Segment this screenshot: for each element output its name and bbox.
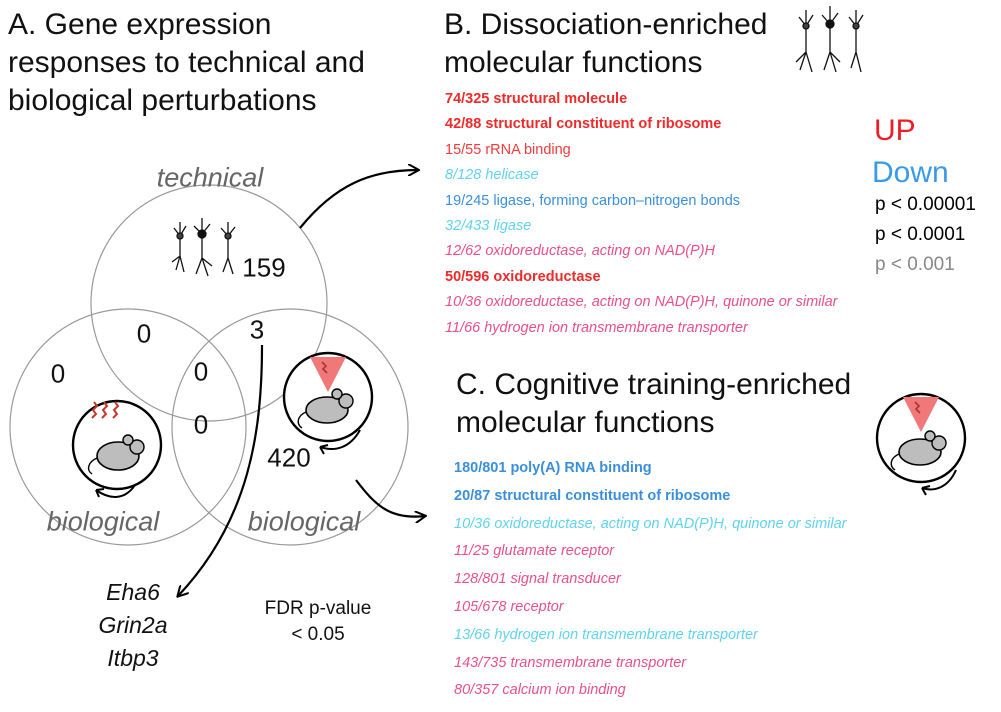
go-term: 143/735 transmembrane transporter bbox=[454, 654, 687, 671]
panel-a-title-line: responses to technical and bbox=[8, 46, 365, 79]
technical-circle bbox=[90, 184, 328, 422]
panel-c-title-line: molecular functions bbox=[456, 406, 715, 439]
go-term: 128/801 signal transducer bbox=[454, 571, 621, 588]
count-all-three: 0 bbox=[193, 356, 209, 387]
biological-right-circle bbox=[171, 308, 409, 546]
legend-up: UP bbox=[874, 114, 916, 147]
biological-left-label: biological bbox=[46, 506, 160, 537]
mouse-cone-icon-panel-c bbox=[875, 392, 967, 496]
gene-list: Eha6 Grin2a Itbp3 bbox=[78, 576, 188, 675]
panel-a-title: A. Gene expression responses to technica… bbox=[8, 6, 365, 120]
go-term: 10/36 oxidoreductase, acting on NAD(P)H,… bbox=[445, 294, 838, 311]
go-term: 13/66 hydrogen ion transmembrane transpo… bbox=[454, 626, 758, 643]
neurons-icon-panel-b bbox=[795, 6, 864, 73]
gene-name: Itbp3 bbox=[107, 645, 159, 671]
panel-c-title-line: C. Cognitive training-enriched bbox=[456, 368, 852, 401]
legend-down: Down bbox=[872, 156, 949, 189]
go-term: 105/678 receptor bbox=[454, 599, 564, 615]
biological-right-label: biological bbox=[247, 506, 361, 537]
technical-label: technical bbox=[156, 162, 264, 193]
arrow-to-panel-c bbox=[355, 479, 425, 517]
go-term: 50/596 oxidoreductase bbox=[445, 268, 601, 285]
go-term: 32/433 ligase bbox=[445, 218, 532, 234]
biological-left-circle bbox=[9, 308, 247, 546]
go-term: 15/55 rRNA binding bbox=[445, 141, 571, 158]
neurons-icon bbox=[171, 218, 236, 277]
panel-b-title: B. Dissociation-enriched molecular funct… bbox=[444, 6, 767, 82]
go-term: 180/801 poly(A) RNA binding bbox=[454, 460, 652, 476]
gene-name: Eha6 bbox=[106, 579, 160, 605]
go-term: 11/25 glutamate receptor bbox=[454, 543, 615, 560]
fdr-note-line: < 0.05 bbox=[291, 624, 345, 645]
panel-c-title: C. Cognitive training-enriched molecular… bbox=[456, 366, 851, 442]
legend-p-strong: p < 0.00001 bbox=[875, 194, 976, 215]
go-term: 8/128 helicase bbox=[445, 167, 539, 184]
legend-p-medium: p < 0.0001 bbox=[875, 224, 966, 245]
go-term: 80/357 calcium ion binding bbox=[454, 682, 626, 699]
count-bioright-only: 420 bbox=[267, 442, 311, 473]
go-term: 10/36 oxidoreductase, acting on NAD(P)H,… bbox=[454, 515, 847, 532]
panel-b-title-line: molecular functions bbox=[444, 46, 703, 79]
go-term: 19/245 ligase, forming carbon–nitrogen b… bbox=[445, 192, 741, 209]
gene-name: Grin2a bbox=[98, 612, 168, 638]
go-term: 42/88 structural constituent of ribosome bbox=[445, 116, 722, 133]
count-technical-bioleft: 0 bbox=[136, 318, 152, 349]
count-bioleft-only: 0 bbox=[50, 358, 66, 389]
go-term: 12/62 oxidoreductase, acting on NAD(P)H bbox=[445, 243, 716, 260]
legend-p-weak: p < 0.001 bbox=[875, 254, 955, 275]
mouse-drug-icon bbox=[71, 399, 163, 498]
panel-a-title-line: A. Gene expression bbox=[8, 8, 272, 41]
panel-a-title-line: biological perturbations bbox=[8, 84, 317, 117]
arrow-to-genes bbox=[178, 344, 264, 596]
mouse-cone-icon bbox=[282, 351, 374, 455]
go-term: 20/87 structural constituent of ribosome bbox=[454, 487, 731, 504]
panel-b-title-line: B. Dissociation-enriched bbox=[444, 8, 768, 41]
go-term: 11/66 hydrogen ion transmembrane transpo… bbox=[445, 319, 748, 336]
fdr-note-line: FDR p-value bbox=[264, 598, 372, 619]
count-technical-bioright: 3 bbox=[249, 314, 265, 345]
go-term: 74/325 structural molecule bbox=[445, 91, 628, 107]
count-bioleft-bioright: 0 bbox=[193, 409, 209, 440]
arrow-to-panel-b bbox=[299, 170, 418, 229]
fdr-note: FDR p-value < 0.05 bbox=[258, 596, 378, 648]
count-technical-only: 159 bbox=[242, 252, 286, 283]
